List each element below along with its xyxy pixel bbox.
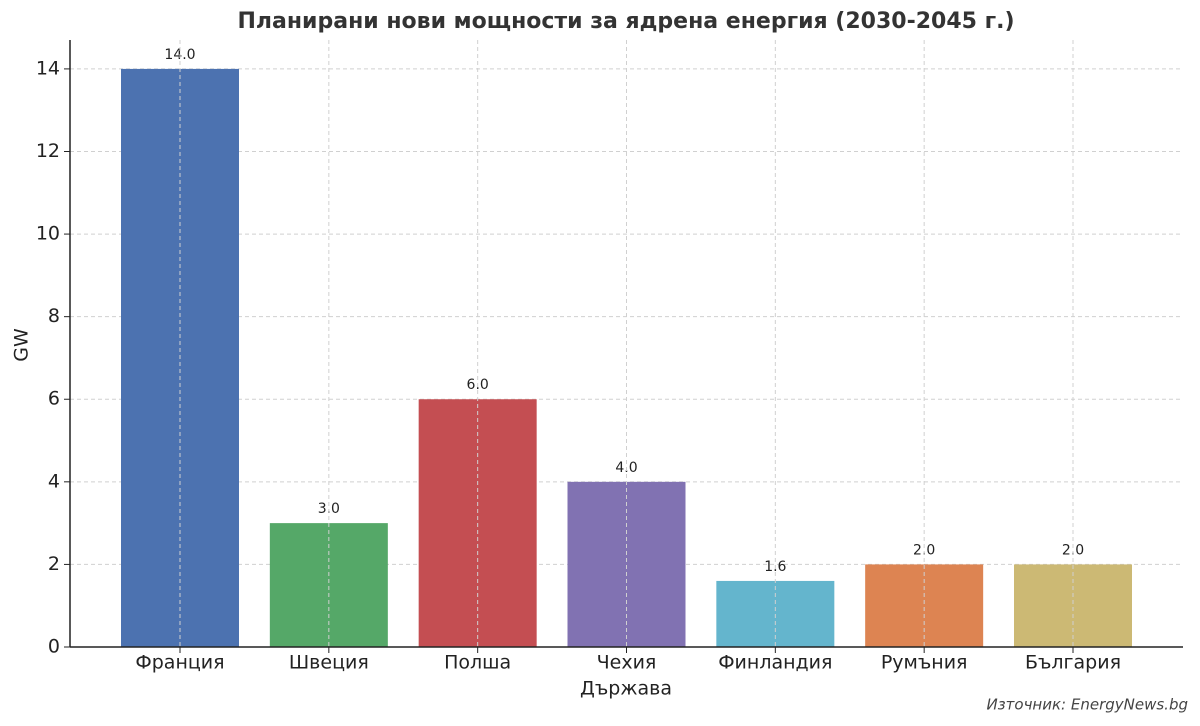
y-tick-label: 10 <box>36 223 60 245</box>
x-tick-label: Швеция <box>289 652 369 674</box>
value-label: 2.0 <box>1062 542 1084 558</box>
source-note: Източник: EnergyNews.bg <box>986 696 1188 714</box>
x-tick-label: Румъния <box>881 652 968 674</box>
x-tick-label: Полша <box>444 652 511 674</box>
y-tick-label: 0 <box>48 636 60 658</box>
x-tick-label: Чехия <box>597 652 657 674</box>
chart-title: Планирани нови мощности за ядрена енерги… <box>237 9 1014 34</box>
y-tick-label: 4 <box>48 470 60 492</box>
y-tick-label: 8 <box>48 305 60 327</box>
y-axis-label: GW <box>11 328 33 362</box>
y-tick-label: 6 <box>48 388 60 410</box>
bar <box>865 564 984 647</box>
y-tick-label: 2 <box>48 553 60 575</box>
bar <box>269 523 388 647</box>
x-tick-label: Франция <box>135 652 224 674</box>
y-tick-label: 12 <box>36 140 60 162</box>
x-tick-label: Финландия <box>718 652 832 674</box>
value-label: 2.0 <box>913 542 935 558</box>
x-axis-label: Държава <box>580 678 672 700</box>
y-tick-label: 14 <box>36 57 60 79</box>
bar <box>1014 564 1132 647</box>
x-tick-label: България <box>1025 652 1121 674</box>
